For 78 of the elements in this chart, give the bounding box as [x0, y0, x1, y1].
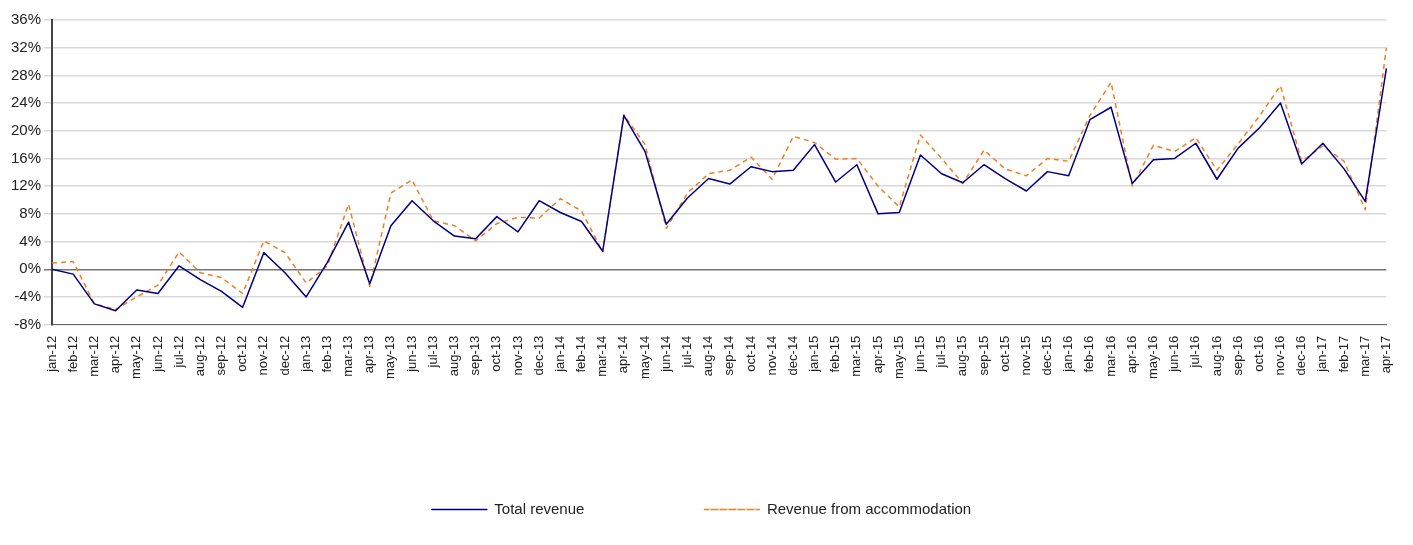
x-tick-label: dec-12	[276, 335, 292, 376]
y-tick-label: -4%	[14, 287, 42, 305]
x-tick-label: nov-14	[763, 335, 779, 376]
y-tick-label: 0%	[19, 259, 42, 277]
x-tick-label: feb-16	[1081, 335, 1097, 373]
x-tick-label: dec-13	[530, 335, 546, 376]
x-tick-label: jan-12	[43, 335, 59, 373]
x-tick-label: dec-14	[784, 335, 800, 376]
x-tick-label: jan-14	[551, 335, 567, 373]
x-tick-label: jun-13	[403, 335, 419, 373]
x-tick-label: aug-16	[1208, 335, 1224, 377]
x-tick-label: nov-12	[255, 335, 271, 376]
x-tick-label: nov-16	[1272, 335, 1288, 376]
x-tick-label: feb-14	[573, 335, 589, 373]
x-tick-label: apr-14	[615, 335, 631, 374]
y-tick-label: 36%	[10, 10, 42, 28]
y-tick-label: -8%	[14, 314, 42, 332]
legend-label: Total revenue	[494, 499, 585, 517]
x-tick-label: jan-17	[1314, 335, 1330, 373]
x-tick-label: nov-13	[509, 335, 525, 376]
x-tick-label: jul-12	[170, 335, 186, 369]
x-tick-label: mar-17	[1356, 335, 1372, 377]
x-tick-label: mar-13	[340, 335, 356, 377]
x-tick-label: may-13	[382, 335, 398, 380]
y-tick-label: 16%	[10, 148, 42, 166]
y-tick-label: 4%	[19, 231, 42, 249]
x-tick-label: apr-15	[869, 335, 885, 374]
x-tick-label: aug-12	[191, 335, 207, 377]
x-tick-label: feb-13	[318, 335, 334, 373]
x-tick-label: oct-12	[234, 335, 250, 372]
x-tick-label: apr-12	[107, 335, 123, 374]
x-tick-label: mar-12	[85, 335, 101, 377]
x-tick-label: feb-12	[64, 335, 80, 373]
x-tick-label: may-12	[128, 335, 144, 380]
x-tick-label: dec-15	[1039, 335, 1055, 376]
x-tick-label: sep-12	[213, 335, 229, 376]
x-tick-label: jan-16	[1060, 335, 1076, 373]
x-tick-label: jan-13	[297, 335, 313, 373]
x-tick-label: jul-14	[679, 335, 695, 369]
x-tick-label: jul-16	[1187, 335, 1203, 369]
x-tick-label: jul-13	[424, 335, 440, 369]
x-tick-label: sep-13	[467, 335, 483, 376]
x-tick-label: oct-14	[742, 335, 758, 372]
y-tick-label: 12%	[10, 176, 42, 194]
x-tick-label: jul-15	[933, 335, 949, 369]
x-tick-label: jun-12	[149, 335, 165, 373]
y-tick-label: 20%	[10, 120, 42, 138]
x-tick-label: nov-15	[1017, 335, 1033, 376]
y-tick-label: 32%	[10, 37, 42, 55]
x-tick-label: jun-15	[912, 335, 927, 373]
x-tick-label: feb-15	[827, 335, 843, 373]
x-tick-label: mar-15	[848, 335, 864, 377]
y-tick-label: 24%	[10, 93, 42, 111]
x-tick-label: oct-13	[488, 335, 504, 372]
x-tick-label: oct-16	[1250, 335, 1266, 372]
x-tick-label: may-14	[636, 335, 652, 380]
x-tick-label: may-15	[890, 335, 906, 380]
x-tick-label: feb-17	[1335, 335, 1351, 373]
x-tick-label: jun-16	[1166, 335, 1182, 373]
x-tick-label: apr-13	[361, 335, 377, 374]
x-tick-label: jun-14	[657, 335, 673, 373]
y-tick-label: 28%	[10, 65, 42, 83]
x-tick-label: aug-13	[446, 335, 462, 377]
x-tick-label: sep-15	[975, 335, 991, 376]
x-tick-label: sep-16	[1229, 335, 1245, 376]
x-tick-label: aug-14	[700, 335, 716, 377]
x-tick-label: apr-17	[1377, 335, 1393, 374]
x-tick-label: may-16	[1144, 335, 1160, 380]
legend-label: Revenue from accommodation	[766, 499, 972, 517]
x-tick-label: sep-14	[721, 335, 737, 376]
x-tick-label: mar-16	[1102, 335, 1118, 377]
x-tick-label: aug-15	[954, 335, 970, 377]
x-tick-label: apr-16	[1123, 335, 1139, 374]
y-tick-label: 8%	[19, 204, 42, 222]
x-tick-label: jan-15	[806, 335, 822, 373]
x-tick-label: mar-14	[594, 335, 610, 377]
x-tick-label: oct-15	[996, 335, 1012, 372]
x-tick-label: dec-16	[1293, 335, 1309, 376]
